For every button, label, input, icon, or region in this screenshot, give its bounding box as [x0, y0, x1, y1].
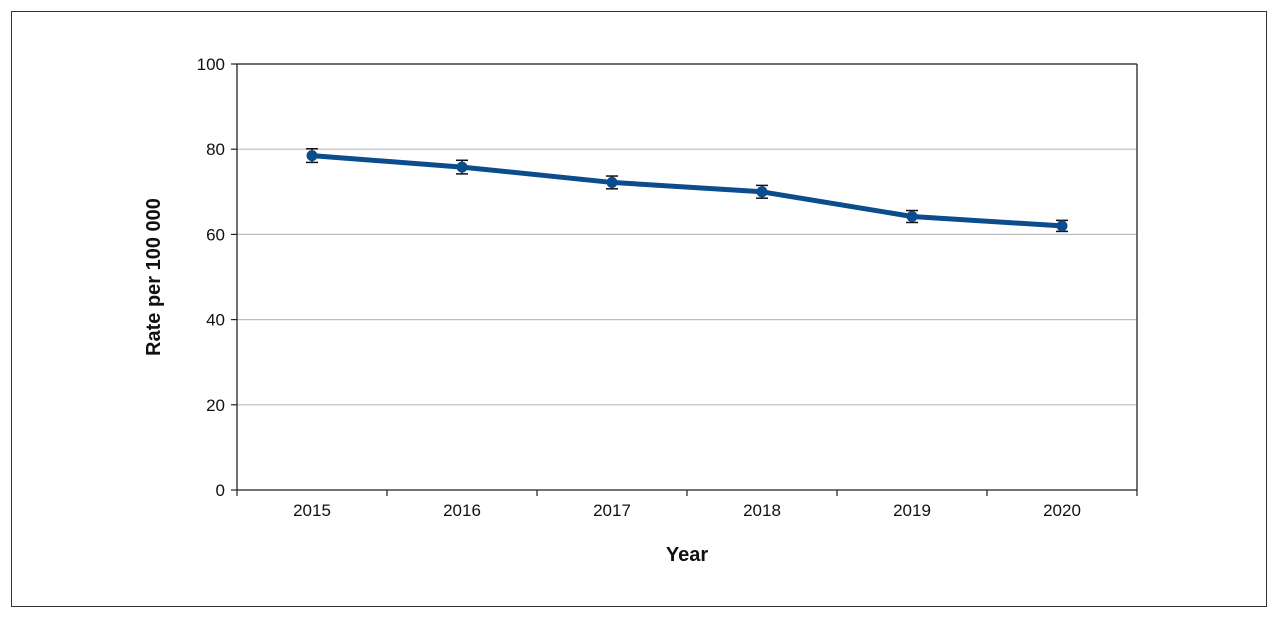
data-point — [606, 176, 618, 188]
tick-labels: 0 20 40 60 80 100 2015 2016 2017 2018 2019 2020 — [197, 55, 1081, 520]
series-line — [309, 153, 1065, 229]
y-tick-label: 20 — [206, 396, 225, 415]
data-point — [456, 161, 468, 173]
x-tick-label: 2015 — [293, 501, 331, 520]
x-tick-label: 2020 — [1043, 501, 1081, 520]
chart-frame — [11, 11, 1267, 607]
data-point — [1056, 220, 1068, 232]
data-point — [906, 211, 918, 223]
axes — [231, 63, 1138, 496]
y-tick-label: 60 — [206, 225, 225, 244]
x-tick-label: 2016 — [443, 501, 481, 520]
y-tick-label: 0 — [216, 481, 225, 500]
gridlines — [237, 63, 1137, 406]
y-axis-title: Rate per 100 000 — [143, 198, 165, 356]
x-tick-label: 2017 — [593, 501, 631, 520]
data-point — [756, 186, 768, 198]
x-tick-label: 2018 — [743, 501, 781, 520]
x-tick-label: 2019 — [893, 501, 931, 520]
y-tick-label: 80 — [206, 140, 225, 159]
data-series — [306, 148, 1068, 233]
y-tick-label: 40 — [206, 311, 225, 330]
data-point — [306, 150, 318, 162]
y-tick-label: 100 — [197, 55, 225, 74]
x-axis-title: Year — [666, 544, 708, 566]
